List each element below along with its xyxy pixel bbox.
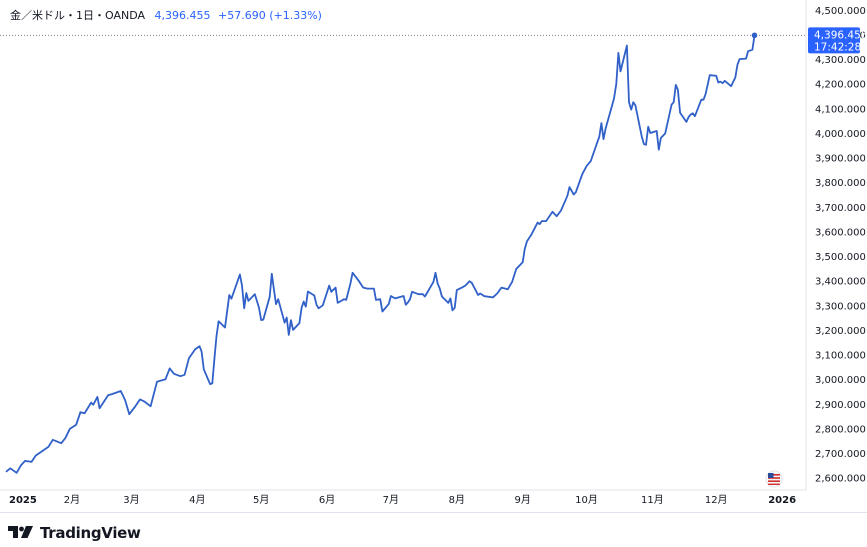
legend-last-price: 4,396.455 [154,9,211,22]
chart-area[interactable]: 2,600.000 2,700.000 2,800.000 2,900.000 3,00… [0,0,867,513]
price-tick-label: 4,500.000 [815,6,866,17]
us-flag-event-icon[interactable] [765,470,783,488]
price-axis[interactable]: 2,600.000 2,700.000 2,800.000 2,900.000 3,00… [815,6,866,485]
price-series-line [5,35,756,474]
price-tick-label: 3,100.000 [815,351,866,362]
price-tick-label: 4,300.000 [815,55,866,66]
last-price-time: 17:42:28 [814,41,861,53]
price-tick-label: 2,600.000 [815,474,866,485]
symbol-title[interactable]: 金／米ドル・1日・OANDA [10,9,146,22]
legend-change: +57.690 (+1.33%) [218,9,322,22]
price-tick-label: 2,900.000 [815,400,866,411]
price-tick-label: 3,700.000 [815,203,866,214]
price-tick-label: 3,300.000 [815,301,866,312]
symbol-legend[interactable]: 金／米ドル・1日・OANDA 4,396.455 +57.690 (+1.33%… [10,9,322,23]
tradingview-brand: TradingView [40,524,141,542]
time-tick-label: 6月 [319,494,335,506]
time-tick-label: 7月 [383,494,399,506]
last-price-value: 4,396.455 [814,29,867,41]
price-tick-label: 3,600.000 [815,227,866,238]
time-tick-label: 10月 [575,494,598,506]
price-tick-label: 3,200.000 [815,326,866,337]
time-tick-label: 2月 [64,494,80,506]
time-tick-label: 12月 [705,494,728,506]
price-tick-label: 3,400.000 [815,277,866,288]
time-tick-label: 9月 [515,494,531,506]
price-chart[interactable]: 2,600.000 2,700.000 2,800.000 2,900.000 3,00… [0,0,867,512]
time-tick-label: 3月 [123,494,139,506]
time-tick-label: 11月 [641,494,664,506]
time-tick-label: 4月 [189,494,205,506]
price-tick-label: 3,000.000 [815,375,866,386]
price-tick-label: 4,200.000 [815,80,866,91]
last-price-dot [751,32,758,39]
time-tick-label: 5月 [253,494,269,506]
time-tick-label: 2025 [9,495,37,506]
price-tick-label: 3,500.000 [815,252,866,263]
tradingview-footer[interactable]: TradingView [8,523,141,543]
price-tick-label: 2,800.000 [815,424,866,435]
price-tick-label: 4,100.000 [815,104,866,115]
time-tick-label: 8月 [449,494,465,506]
price-tick-label: 4,000.000 [815,129,866,140]
price-tick-label: 3,900.000 [815,154,866,165]
time-axis[interactable]: 2025 2月 3月 4月 5月 6月 7月 8月 9月 10月 11月 12月 2026 [9,494,796,506]
price-tick-label: 3,800.000 [815,178,866,189]
time-tick-label: 2026 [768,495,796,506]
tradingview-logo-icon [8,524,34,543]
price-tick-label: 2,700.000 [815,449,866,460]
last-price-label: 4,396.455 17:42:28 [808,27,867,54]
